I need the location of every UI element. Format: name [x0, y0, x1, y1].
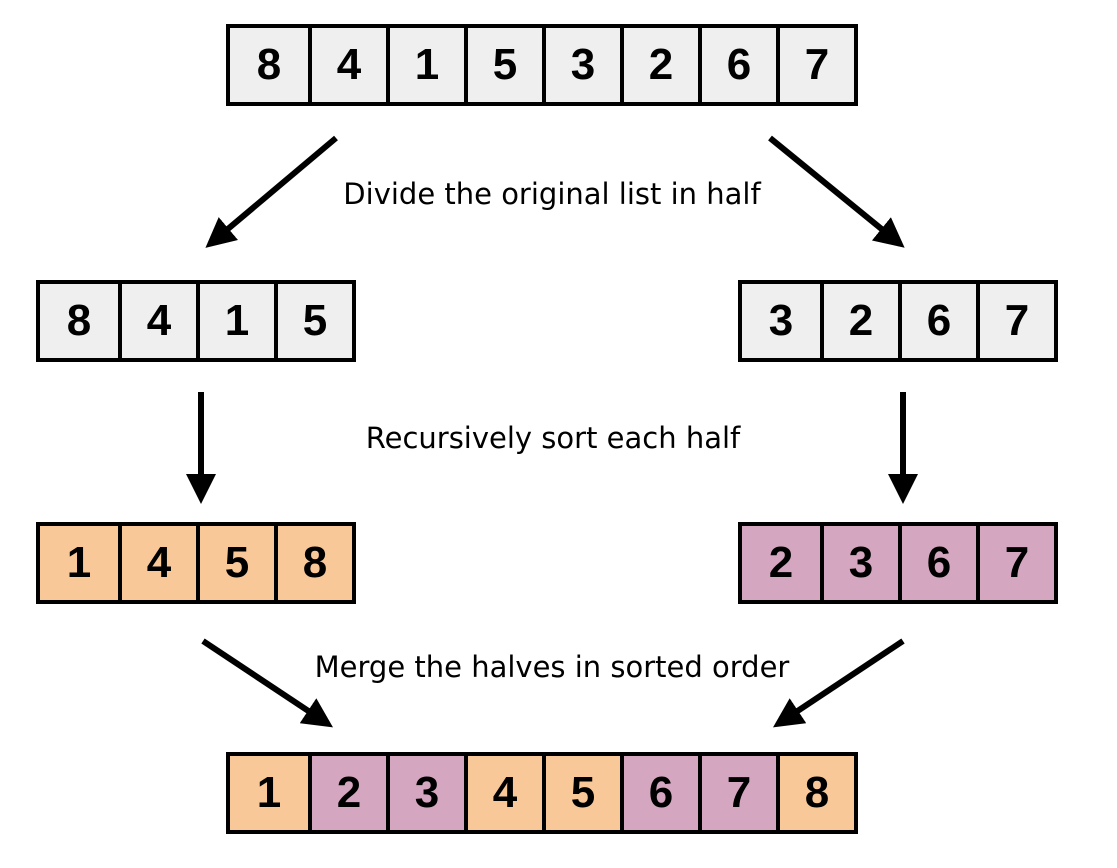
original-list: 8 4 1 5 3 2 6 7: [226, 24, 858, 106]
arrow-divide-right: [768, 135, 905, 248]
list-cell: 4: [118, 526, 196, 600]
list-cell: 4: [308, 28, 386, 102]
list-cell: 2: [620, 28, 698, 102]
list-cell: 3: [542, 28, 620, 102]
list-cell: 4: [118, 284, 196, 358]
list-cell: 6: [698, 28, 776, 102]
list-cell: 1: [196, 284, 274, 358]
list-cell: 7: [976, 284, 1054, 358]
list-cell: 8: [776, 756, 854, 830]
list-cell: 2: [742, 526, 820, 600]
recurse-caption: Recursively sort each half: [365, 421, 741, 455]
list-cell: 2: [308, 756, 386, 830]
list-cell: 7: [776, 28, 854, 102]
arrow-divide-left: [205, 135, 338, 248]
arrow-merge-left: [201, 638, 333, 728]
list-cell: 1: [40, 526, 118, 600]
arrow-merge-right: [773, 638, 905, 728]
list-cell: 8: [40, 284, 118, 358]
list-cell: 6: [898, 526, 976, 600]
list-cell: 2: [820, 284, 898, 358]
list-cell: 3: [742, 284, 820, 358]
list-cell: 5: [542, 756, 620, 830]
list-cell: 7: [976, 526, 1054, 600]
divide-caption: Divide the original list in half: [343, 177, 761, 211]
list-cell: 1: [386, 28, 464, 102]
left-sorted-list: 1 4 5 8: [36, 522, 356, 604]
list-cell: 5: [196, 526, 274, 600]
list-cell: 5: [464, 28, 542, 102]
list-cell: 8: [274, 526, 352, 600]
list-cell: 6: [898, 284, 976, 358]
right-half-list: 3 2 6 7: [738, 280, 1058, 362]
left-half-list: 8 4 1 5: [36, 280, 356, 362]
list-cell: 1: [230, 756, 308, 830]
list-cell: 7: [698, 756, 776, 830]
list-cell: 6: [620, 756, 698, 830]
merged-list: 1 2 3 4 5 6 7 8: [226, 752, 858, 834]
list-cell: 4: [464, 756, 542, 830]
right-sorted-list: 2 3 6 7: [738, 522, 1058, 604]
merge-caption: Merge the halves in sorted order: [314, 650, 790, 684]
list-cell: 3: [820, 526, 898, 600]
list-cell: 3: [386, 756, 464, 830]
list-cell: 8: [230, 28, 308, 102]
list-cell: 5: [274, 284, 352, 358]
